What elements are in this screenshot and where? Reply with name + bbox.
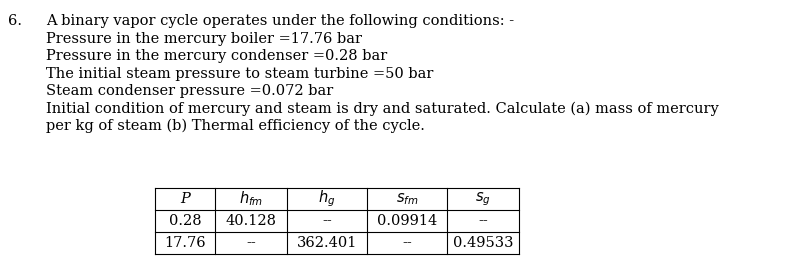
Text: 17.76: 17.76: [164, 236, 206, 250]
Text: Initial condition of mercury and steam is dry and saturated. Calculate (a) mass : Initial condition of mercury and steam i…: [46, 101, 718, 116]
Text: Pressure in the mercury condenser =0.28 bar: Pressure in the mercury condenser =0.28 …: [46, 49, 387, 63]
Text: $\mathit{s}_{\mathit{g}}$: $\mathit{s}_{\mathit{g}}$: [475, 190, 491, 208]
Text: --: --: [402, 236, 412, 250]
Text: per kg of steam (b) Thermal efficiency of the cycle.: per kg of steam (b) Thermal efficiency o…: [46, 119, 425, 133]
Text: --: --: [478, 214, 488, 228]
Text: 0.28: 0.28: [169, 214, 202, 228]
Text: 362.401: 362.401: [297, 236, 357, 250]
Text: Pressure in the mercury boiler =17.76 bar: Pressure in the mercury boiler =17.76 ba…: [46, 31, 362, 46]
Text: $\mathit{s}_{\mathit{fm}}$: $\mathit{s}_{\mathit{fm}}$: [396, 191, 418, 207]
Text: 6.: 6.: [8, 14, 22, 28]
Text: --: --: [322, 214, 332, 228]
Text: $\mathit{h}_{\mathit{g}}$: $\mathit{h}_{\mathit{g}}$: [318, 189, 336, 209]
Text: 0.49533: 0.49533: [453, 236, 514, 250]
Text: $\mathit{h}_{\mathit{fm}}$: $\mathit{h}_{\mathit{fm}}$: [239, 190, 263, 208]
Text: A binary vapor cycle operates under the following conditions: -: A binary vapor cycle operates under the …: [46, 14, 514, 28]
Text: --: --: [246, 236, 256, 250]
Text: P: P: [180, 192, 190, 206]
Text: The initial steam pressure to steam turbine =50 bar: The initial steam pressure to steam turb…: [46, 66, 434, 81]
Text: 40.128: 40.128: [226, 214, 277, 228]
Text: 0.09914: 0.09914: [377, 214, 437, 228]
Text: Steam condenser pressure =0.072 bar: Steam condenser pressure =0.072 bar: [46, 84, 334, 98]
